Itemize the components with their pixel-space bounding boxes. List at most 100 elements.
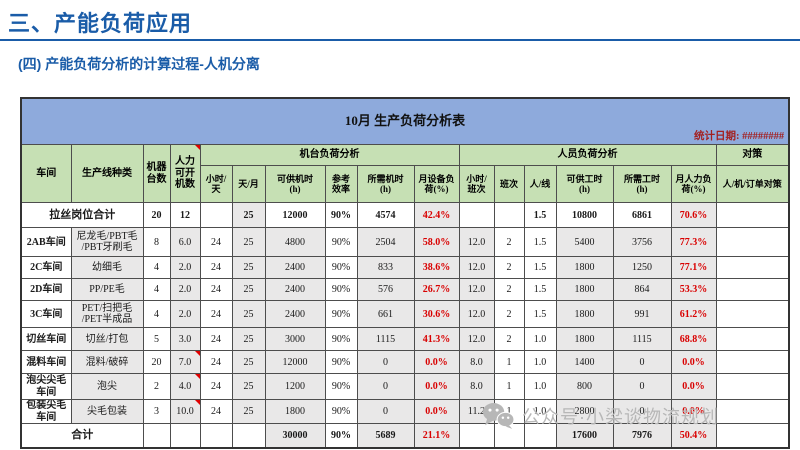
table-cell (715, 227, 790, 258)
table-cell: 12.0 (458, 300, 495, 329)
group-header-machine-load: 机台负荷分析 (199, 143, 460, 166)
table-cell: 30000 (264, 423, 326, 449)
table-cell: 8.0 (458, 350, 495, 375)
table-cell (231, 423, 266, 449)
table-cell: 6861 (612, 202, 672, 229)
table-cell: 77.1% (670, 256, 717, 280)
table-cell (715, 399, 790, 425)
table-cell: 混料/破碎 (70, 350, 144, 375)
table-cell: 576 (356, 278, 415, 302)
table-cell: 90% (324, 227, 358, 258)
table-row: 合计 30000 90% 5689 21.1% 17600 7976 50.4% (20, 423, 790, 449)
table-row: 切丝车间 切丝/打包 5 3.0 24 25 3000 90% 1115 41.3% 12.0 2 1.… (20, 327, 790, 352)
table-cell: 53.3% (670, 278, 717, 302)
table-cell: 1800 (264, 399, 326, 425)
table-cell: 12.0 (458, 256, 495, 280)
table-cell: 25 (231, 278, 266, 302)
table-cell: 6.0 (169, 227, 201, 258)
table-cell: 0 (612, 350, 672, 375)
table-cell: 4 (142, 278, 171, 302)
table-cell: 2 (493, 278, 525, 302)
table-cell: 1800 (555, 278, 614, 302)
col-header-workshop: 车间 (20, 143, 72, 204)
table-cell (199, 202, 233, 229)
col-header-days-per-month: 天/月 (231, 164, 266, 204)
comment-marker (194, 400, 199, 406)
table-cell: 20 (142, 202, 171, 229)
col-header-shifts: 班次 (493, 164, 525, 204)
table-cell: 2 (142, 373, 171, 401)
comment-marker (194, 145, 199, 150)
table-cell: 7.0 (169, 350, 201, 375)
col-header-people-per-line: 人/线 (523, 164, 557, 204)
slide-subtitle: (四) 产能负荷分析的计算过程-人机分离 (18, 56, 260, 72)
table-cell: 0.0% (413, 399, 460, 425)
table-cell: 尖毛包装 (70, 399, 144, 425)
table-cell: 4 (142, 256, 171, 280)
table-cell: 800 (555, 373, 614, 401)
table-row: 泡尖尖毛 车间 泡尖 2 4.0 24 25 1200 90% 0 0.0% 8.0 1 1.0 800 0… (20, 373, 790, 401)
table-cell: 2800 (555, 399, 614, 425)
table-cell: PET/扫把毛 /PET半成品 (70, 300, 144, 329)
table-cell: 12.0 (458, 278, 495, 302)
table-cell: 90% (324, 350, 358, 375)
table-cell: 2 (493, 256, 525, 280)
table-cell: 0 (356, 399, 415, 425)
table-cell: 11.2 (458, 399, 495, 425)
workshop-cell: 混料车间 (20, 350, 72, 375)
table-cell: 61.2% (670, 300, 717, 329)
table-cell: 38.6% (413, 256, 460, 280)
table-cell: 1400 (555, 350, 614, 375)
table-cell: 2 (493, 327, 525, 352)
table-cell: 4.0 (169, 373, 201, 401)
table-cell (715, 327, 790, 352)
table-cell: 25 (231, 373, 266, 401)
table-cell (458, 202, 495, 229)
table-cell: 尼龙毛/PBT毛 /PBT牙刷毛 (70, 227, 144, 258)
table-cell (493, 202, 525, 229)
table-cell: 77.3% (670, 227, 717, 258)
workshop-cell: 2D车间 (20, 278, 72, 302)
table-cell: 864 (612, 278, 672, 302)
table-cell (715, 278, 790, 302)
table-cell: 24 (199, 278, 233, 302)
col-header-hours-per-shift: 小时/ 班次 (458, 164, 495, 204)
table-cell: 833 (356, 256, 415, 280)
table-cell: 1 (493, 373, 525, 401)
table-cell: 1.0 (523, 350, 557, 375)
workshop-cell: 泡尖尖毛 车间 (20, 373, 72, 401)
table-cell: 2400 (264, 300, 326, 329)
table-cell (142, 423, 171, 449)
page-title: 三、产能负荷应用 (8, 11, 193, 36)
table-cell: 1200 (264, 373, 326, 401)
table-cell (199, 423, 233, 449)
col-header-required-labor-hours: 所需工时 (h) (612, 164, 672, 204)
table-cell (458, 423, 495, 449)
table-cell: 4 (142, 300, 171, 329)
table-cell (715, 202, 790, 229)
col-header-ref-efficiency: 参考 效率 (324, 164, 358, 204)
table-group-header-row: 车间 生产线种类 机器 台数 人力 可开 机数 机台负荷分析 人员负荷分析 对策 (20, 143, 790, 204)
table-cell: 1800 (555, 327, 614, 352)
table-cell: 0.0% (413, 373, 460, 401)
table-cell: 90% (324, 327, 358, 352)
table-cell: 12.0 (458, 327, 495, 352)
table-sub-header-row: 小时/ 天 天/月 可供机时 (h) 参考 效率 所需机时 (h) 月设备负 荷… (21, 164, 790, 204)
table-cell: 90% (324, 423, 358, 449)
table-cell: 1.0 (523, 373, 557, 401)
table-cell (715, 256, 790, 280)
table-cell (715, 423, 790, 449)
analysis-table: 10月 生产负荷分析表 统计日期: ######## 车间 生产线种类 机器 台… (20, 97, 791, 449)
workshop-cell: 2AB车间 (20, 227, 72, 258)
table-cell: 0 (612, 399, 672, 425)
title-divider (0, 39, 800, 41)
table-cell: 2400 (264, 256, 326, 280)
col-header-monthly-manpower-load: 月人力负 荷(%) (670, 164, 717, 204)
table-cell: 2.0 (169, 256, 201, 280)
table-cell: 17600 (555, 423, 614, 449)
table-cell: 90% (324, 256, 358, 280)
col-header-countermeasure-detail: 人/机/订单对策 (715, 164, 790, 204)
table-cell: 24 (199, 256, 233, 280)
table-cell: 幼细毛 (70, 256, 144, 280)
